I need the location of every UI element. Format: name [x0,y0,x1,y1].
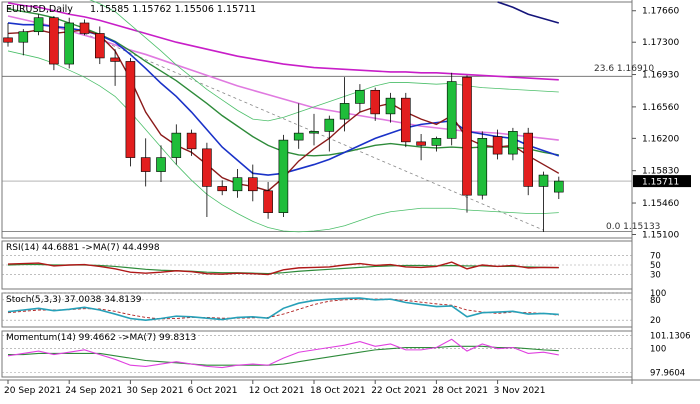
bear-candle [202,148,212,187]
ma-magenta-line [7,2,559,81]
price-tick-label: 1.16930 [642,71,679,81]
rsi-tick-label: 70 [650,251,661,261]
ohlc-readout: 1.15585 1.15762 1.15506 1.15711 [90,4,256,15]
bull-candle [278,139,289,213]
bear-candle [462,76,472,196]
ma-pink-line [7,15,559,141]
fib-high-label: 23.6 1.16910 [594,64,654,74]
bull-candle [324,118,335,132]
bull-candle [508,131,518,155]
bear-candle [186,132,197,150]
bull-candle [339,103,350,120]
momentum-tick-label: 101.1306 [650,331,691,341]
bear-candle [492,136,503,155]
price-tick-label: 1.17660 [642,7,679,17]
bear-candle [140,157,151,172]
price-tick-label: 1.15830 [642,167,679,177]
rsi-line [7,261,559,276]
bull-candle [232,177,243,192]
date-tick-label: 20 Sep 2021 [4,386,61,396]
bear-candle [400,97,411,143]
bear-candle [3,37,13,43]
price-tick-label: 1.17300 [642,38,679,48]
stoch-signal-line [7,298,559,320]
price-tick-label: 1.16560 [642,103,679,113]
bear-candle [248,177,258,192]
momentum-line [7,338,559,369]
ma-navy-line [497,1,560,24]
symbol-label: EURUSD,Daily [6,4,73,15]
bull-candle [156,157,166,172]
stoch-main-line [7,297,559,322]
date-tick-label: 28 Oct 2021 [432,386,488,396]
momentum-tick-label: 100 [650,345,666,355]
bull-candle [553,180,564,193]
price-tick-label: 1.15460 [642,199,679,209]
bear-candle [263,190,273,213]
bull-candle [446,81,457,139]
bull-candle [171,132,182,158]
bull-candle [33,17,44,33]
rsi-tick-label: 30 [650,271,661,281]
rsi-tick-label: 50 [650,261,661,271]
momentum-tick-label: 97.9604 [650,369,685,379]
bear-candle [110,57,120,62]
rsi-ma-line [7,263,559,275]
bear-candle [125,61,136,158]
bull-candle [431,138,442,146]
bull-candle [477,138,488,196]
current-price-label: 1.15711 [642,178,679,188]
bull-candle [538,174,549,187]
bear-candle [416,141,426,146]
bear-candle [370,89,381,115]
date-tick-label: 12 Oct 2021 [249,386,305,396]
bear-candle [79,22,90,34]
bear-candle [49,17,59,65]
bull-candle [385,97,396,115]
stoch-label: Stoch(5,3,3) 37.0038 34.8139 [6,295,142,305]
price-tick-label: 1.16200 [642,134,679,144]
date-tick-label: 22 Oct 2021 [371,386,427,396]
stoch-tick-label: 80 [650,296,661,306]
bear-candle [523,132,534,187]
stoch-tick-label: 100 [650,289,666,299]
date-tick-label: 30 Sep 2021 [126,386,183,396]
bull-candle [18,31,29,43]
date-tick-label: 6 Oct 2021 [188,386,238,396]
stoch-tick-label: 20 [650,316,661,326]
momentum-label: Momentum(14) 99.4662 ->MA(7) 99.8313 [6,333,196,343]
bull-candle [64,22,74,65]
price-tick-label: 1.15100 [642,231,679,241]
rsi-label: RSI(14) 44.6881 ->MA(7) 44.4998 [6,243,160,253]
fib-low-label: 0.0 1.15133 [606,222,660,232]
date-tick-label: 18 Oct 2021 [310,386,366,396]
date-tick-label: 24 Sep 2021 [65,386,122,396]
bull-candle [355,89,365,104]
momentum-ma-line [8,345,559,366]
current-price-box [633,175,691,188]
ma-green-line [7,8,559,157]
bull-candle [293,132,304,141]
date-tick-label: 3 Nov 2021 [494,386,546,396]
bull-candle [309,131,319,134]
bear-candle [217,186,227,192]
bear-candle [95,33,105,59]
